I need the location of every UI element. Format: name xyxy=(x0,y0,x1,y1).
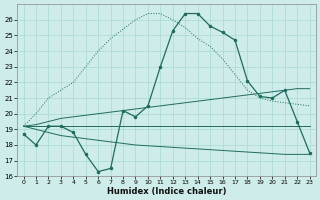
X-axis label: Humidex (Indice chaleur): Humidex (Indice chaleur) xyxy=(107,187,226,196)
